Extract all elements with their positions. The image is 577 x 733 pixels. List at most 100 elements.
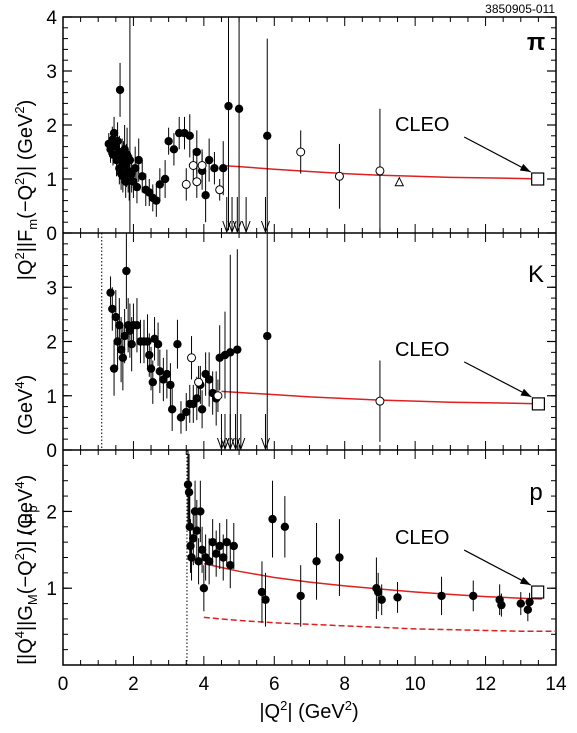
data-point-filled — [523, 605, 533, 614]
upper-limit-arrow — [232, 220, 242, 234]
panel-label: π — [527, 29, 545, 56]
data-point-filled — [108, 304, 117, 314]
upper-limit-arrow — [236, 437, 246, 451]
x-title-unit-open: (GeV — [293, 701, 346, 723]
data-point-filled — [130, 164, 140, 173]
y-tick-label: 1 — [46, 579, 57, 600]
x-title-unit-sup: 2 — [345, 698, 352, 713]
cleo-label: CLEO — [395, 114, 449, 136]
data-point-filled — [120, 331, 129, 341]
y-lower-part2: ||G — [15, 605, 37, 631]
data-point-filled — [116, 345, 126, 354]
x-axis-title: |Q2| (GeV2) — [259, 698, 358, 723]
data-point-filled — [113, 337, 122, 346]
data-point-filled — [296, 591, 305, 601]
y-tick-label: 1 — [46, 387, 57, 408]
upper-limit-arrow — [241, 220, 251, 234]
upper-limit-arrow — [261, 437, 270, 451]
data-point-filled — [166, 380, 175, 390]
cleo-arrow-head — [519, 163, 531, 172]
data-point-filled — [167, 405, 177, 414]
y-lower-unit-open: (GeV — [15, 488, 37, 535]
data-point-open — [375, 166, 385, 176]
x-tick-label: 10 — [405, 674, 426, 695]
data-point-open — [334, 171, 344, 181]
y-lower-unit-close: ) — [15, 475, 37, 482]
data-point-filled — [187, 553, 196, 562]
y-tick-label: 0 — [46, 224, 57, 245]
x-tick-label: 4 — [199, 674, 210, 695]
data-point-filled — [173, 340, 182, 349]
y-lower-unit-sup: 4 — [12, 481, 27, 488]
data-point-filled — [222, 537, 231, 547]
figure-id: 3850905-011 — [485, 2, 555, 16]
data-point-filled — [525, 597, 534, 607]
data-point-filled — [233, 345, 242, 354]
x-tick-label: 0 — [58, 674, 69, 695]
y-tick-label: 2 — [46, 116, 57, 137]
data-point-filled — [393, 593, 402, 602]
y-upper-unit-sup: 4 — [12, 381, 27, 388]
data-point-filled — [192, 526, 202, 535]
y-lower-part1: [|Q — [15, 638, 37, 664]
data-point-filled — [125, 155, 135, 165]
panel-kaon: 0 1 2 3 CLEO K — [46, 232, 557, 462]
y-title-lower: [|Q4||GM(−Q2)] / μp — [12, 505, 40, 664]
x-title-abs-close: | — [287, 701, 292, 723]
data-point-filled — [182, 407, 191, 417]
upper-limit-arrow — [261, 220, 270, 234]
data-point-filled — [469, 591, 478, 601]
data-point-filled — [257, 587, 267, 597]
x-title-unit-close: ) — [352, 701, 359, 723]
data-point-open — [188, 161, 198, 170]
data-point-filled — [192, 394, 202, 403]
data-point-filled — [373, 587, 383, 597]
data-point-filled — [155, 367, 165, 376]
data-point-filled — [118, 353, 128, 362]
data-point-filled — [134, 155, 143, 165]
data-point-filled — [210, 164, 219, 173]
data-point-filled — [109, 364, 119, 373]
data-point-filled — [153, 340, 163, 349]
data-point-filled — [192, 147, 202, 157]
data-point-filled — [215, 541, 224, 551]
y-upper-part2: ||F — [15, 230, 37, 253]
data-point-filled — [204, 155, 214, 165]
x-tick-label: 14 — [545, 674, 567, 695]
data-point-filled — [152, 196, 161, 205]
y-upper-unit-open: (GeV — [15, 388, 37, 435]
data-point-filled — [312, 557, 321, 566]
panel-proton: 1 2 CLEO p — [46, 449, 557, 666]
data-point-filled — [219, 164, 228, 173]
data-point-filled — [226, 560, 235, 570]
data-point-filled — [197, 545, 207, 555]
x-title-abs-open: | — [259, 701, 264, 723]
cleo-label: CLEO — [395, 339, 449, 361]
data-point-filled — [197, 405, 207, 414]
y-upper-part1: |Q — [15, 260, 37, 281]
upper-limit-arrow — [216, 437, 226, 451]
data-point-filled — [115, 321, 124, 330]
data-point-filled — [115, 85, 125, 95]
data-point-filled — [196, 507, 205, 516]
data-point-filled — [164, 137, 173, 146]
y-title-upper-unit: (GeV4) — [12, 375, 37, 436]
data-point-filled — [335, 553, 344, 562]
data-point-filled — [516, 599, 525, 608]
data-point-filled — [146, 364, 156, 373]
y-upper-part3: (−Q — [15, 185, 37, 219]
y-upper-part1-sup: 2 — [12, 252, 27, 259]
data-point-filled — [186, 541, 195, 551]
data-point-filled — [199, 584, 209, 593]
y-lower-part2-sub: M — [25, 594, 40, 605]
y-lower-part4: )] / μ — [15, 513, 37, 553]
data-point-filled — [185, 131, 194, 140]
data-point-filled — [497, 600, 506, 610]
data-point-filled — [111, 312, 121, 322]
data-point-filled — [268, 514, 277, 524]
data-point-open — [181, 179, 191, 189]
data-point-filled — [122, 266, 131, 276]
data-point-open — [213, 391, 223, 401]
y-lower-part1-sup: 4 — [12, 631, 27, 638]
data-point-filled — [145, 350, 154, 360]
